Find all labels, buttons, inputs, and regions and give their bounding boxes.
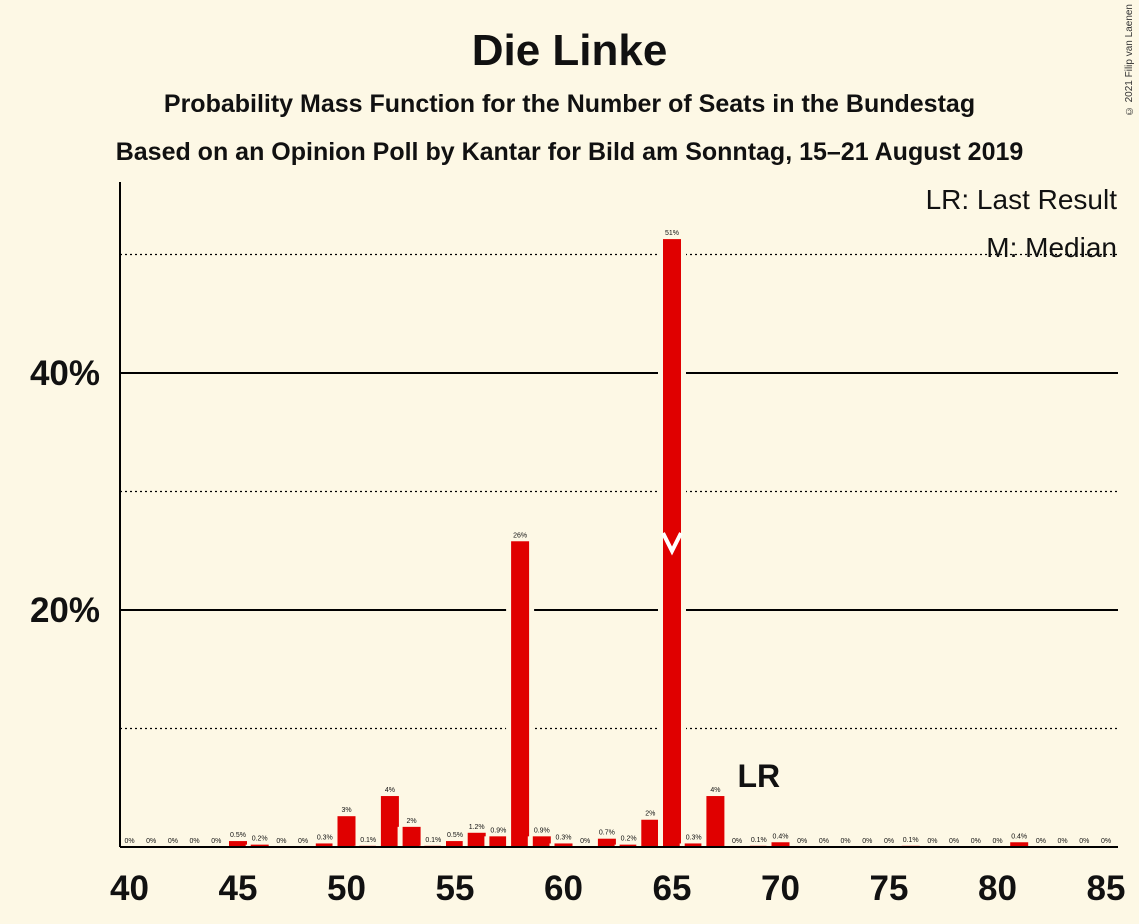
bar: [250, 844, 269, 847]
x-tick-label: 75: [870, 869, 909, 908]
data-label: 0%: [1079, 838, 1089, 845]
data-label: 0%: [276, 838, 286, 845]
axes-group: 40 45 50 55 60 65 70 75 80 85 20% 40%: [30, 182, 1126, 908]
x-tick-label: 50: [327, 869, 366, 908]
bar: [663, 239, 681, 848]
data-label: 0%: [124, 838, 134, 845]
data-label: 2%: [645, 811, 655, 818]
data-label: 0%: [927, 838, 937, 845]
bar: [641, 819, 660, 847]
chart-title: Die Linke: [471, 26, 668, 75]
data-label: 0.3%: [317, 834, 333, 841]
bar: [706, 796, 725, 847]
data-label: 4%: [385, 787, 395, 794]
chart-source-subtitle: Based on an Opinion Poll by Kantar for B…: [115, 138, 1024, 166]
data-label: 0.2%: [252, 836, 268, 843]
data-label: 0%: [146, 838, 156, 845]
data-label: 0.1%: [425, 837, 441, 844]
data-label: 0%: [211, 838, 221, 845]
gridlines: [120, 253, 1118, 730]
chart-subtitle: Probability Mass Function for the Number…: [163, 90, 976, 118]
data-label: 0.2%: [621, 836, 637, 843]
x-tick-label: 40: [110, 869, 149, 908]
data-label: 0.3%: [556, 834, 572, 841]
data-label: 0.7%: [599, 830, 615, 837]
legend-last-result: LR: Last Result: [926, 184, 1118, 215]
data-label: 51%: [665, 230, 679, 237]
data-label: 0%: [298, 838, 308, 845]
data-label: 0.4%: [1011, 833, 1027, 840]
bar: [532, 836, 551, 847]
data-label: 0%: [732, 838, 742, 845]
data-label: 0%: [797, 838, 807, 845]
x-tick-label: 65: [653, 869, 692, 908]
bar: [554, 843, 573, 847]
data-label: 0.1%: [903, 837, 919, 844]
data-label: 0%: [884, 838, 894, 845]
data-labels-group: 0% 0% 0% 0% 0% 0.5% 0.2% 0% 0% 0.3% 3% 0.1% 4% 2% 0.1%…: [124, 230, 1111, 845]
bar: [337, 816, 356, 847]
data-label: 0%: [1036, 838, 1046, 845]
data-label: 0%: [1101, 838, 1111, 845]
x-tick-label: 85: [1087, 869, 1126, 908]
bar: [315, 843, 334, 847]
bar: [511, 541, 530, 847]
data-label: 0%: [992, 838, 1002, 845]
data-label: 0%: [862, 838, 872, 845]
x-tick-label: 45: [219, 869, 258, 908]
bar: [684, 843, 703, 847]
data-label: 0.4%: [773, 833, 789, 840]
bar: [771, 842, 790, 847]
data-label: 26%: [513, 532, 527, 539]
bar: [402, 826, 421, 847]
bar: [467, 832, 486, 847]
last-result-label: LR: [737, 758, 780, 794]
legend-group: LR: Last Result M: Median: [926, 184, 1118, 263]
data-label: 0.9%: [534, 827, 550, 834]
bar: [619, 844, 638, 847]
markers-group: LR: [661, 532, 780, 794]
x-tick-label: 55: [436, 869, 475, 908]
data-label: 0.5%: [447, 832, 463, 839]
y-tick-label: 40%: [30, 354, 100, 393]
data-label: 0%: [190, 838, 200, 845]
data-label: 0.3%: [686, 834, 702, 841]
data-label: 0%: [841, 838, 851, 845]
data-label: 0.9%: [490, 827, 506, 834]
median-marker-icon: [661, 532, 683, 556]
data-label: 2%: [407, 818, 417, 825]
data-label: 0.1%: [751, 837, 767, 844]
data-label: 0.5%: [230, 832, 246, 839]
x-tick-label: 60: [544, 869, 583, 908]
y-tick-label: 20%: [30, 591, 100, 630]
x-tick-label: 70: [761, 869, 800, 908]
bar: [489, 836, 508, 847]
bar: [380, 796, 399, 847]
data-label: 0%: [819, 838, 829, 845]
legend-median: M: Median: [986, 232, 1117, 263]
data-label: 0%: [168, 838, 178, 845]
x-tick-label: 80: [978, 869, 1017, 908]
bar: [1010, 842, 1029, 847]
data-label: 1.2%: [469, 824, 485, 831]
bars-group: [224, 239, 1034, 848]
data-label: 3%: [341, 807, 351, 814]
bar: [229, 841, 247, 847]
data-label: 0.1%: [360, 837, 376, 844]
data-label: 0%: [971, 838, 981, 845]
data-label: 0%: [949, 838, 959, 845]
data-label: 0%: [580, 838, 590, 845]
bar: [446, 841, 464, 847]
bar: [597, 838, 616, 847]
data-label: 4%: [710, 787, 720, 794]
data-label: 0%: [1058, 838, 1068, 845]
